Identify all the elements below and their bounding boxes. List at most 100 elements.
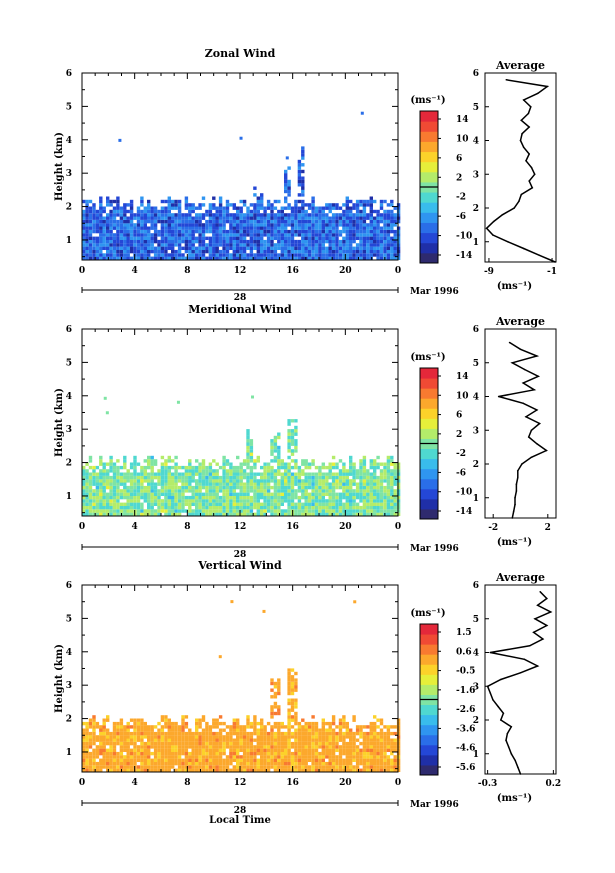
heatmap-cell bbox=[246, 745, 250, 749]
heatmap-cell bbox=[352, 239, 356, 244]
heatmap-cell bbox=[280, 239, 284, 244]
heatmap-cell bbox=[215, 509, 219, 513]
y-tick-label: 4 bbox=[66, 392, 72, 402]
heatmap-cell bbox=[345, 499, 349, 503]
heatmap-cell bbox=[294, 223, 298, 227]
heatmap-cell bbox=[157, 758, 161, 762]
heatmap-cell bbox=[287, 229, 291, 234]
heatmap-cell bbox=[191, 755, 195, 759]
heatmap-cell bbox=[270, 209, 274, 214]
heatmap-cell bbox=[325, 502, 329, 506]
heatmap-cell bbox=[318, 741, 322, 746]
heatmap-cell bbox=[325, 489, 329, 493]
heatmap-cell bbox=[164, 253, 168, 257]
heatmap-cell bbox=[311, 741, 315, 746]
heatmap-cell bbox=[373, 741, 377, 746]
heatmap-cell bbox=[181, 745, 185, 749]
heatmap-cell bbox=[212, 731, 216, 736]
heatmap-cell bbox=[256, 745, 260, 749]
heatmap-cell bbox=[177, 748, 182, 752]
heatmap-cells bbox=[82, 600, 401, 772]
heatmap-cell bbox=[284, 199, 288, 204]
heatmap-cell bbox=[116, 256, 120, 260]
heatmap-cell bbox=[335, 725, 339, 729]
heatmap-cell bbox=[369, 721, 373, 726]
heatmap-cell bbox=[335, 226, 339, 230]
heatmap-cell bbox=[256, 751, 260, 756]
heatmap-cell bbox=[396, 499, 401, 503]
heatmap-cell bbox=[335, 219, 339, 224]
heatmap-cell bbox=[232, 226, 236, 230]
heatmap-cell bbox=[112, 761, 117, 766]
heatmap-cell bbox=[171, 226, 175, 230]
heatmap-cell bbox=[307, 495, 312, 500]
heatmap-cell bbox=[342, 768, 346, 772]
heatmap-cell bbox=[301, 748, 305, 752]
heatmap-cell bbox=[147, 728, 151, 732]
heatmap-cell bbox=[355, 233, 360, 237]
heatmap-cell bbox=[102, 256, 106, 260]
heatmap-cell bbox=[307, 249, 312, 254]
heatmap-cell bbox=[280, 731, 284, 736]
heatmap-cell bbox=[92, 489, 96, 493]
heatmap-cell bbox=[246, 229, 250, 234]
heatmap-cell bbox=[287, 708, 291, 712]
heatmap-cell bbox=[167, 728, 171, 732]
heatmap-cell bbox=[325, 229, 329, 234]
heatmap-cell bbox=[195, 253, 199, 257]
heatmap-cell bbox=[307, 502, 312, 506]
heatmap-cell bbox=[140, 229, 144, 234]
heatmap-cell bbox=[301, 761, 305, 766]
heatmap-cell bbox=[184, 469, 189, 473]
heatmap-cell bbox=[198, 745, 202, 749]
heatmap-cell bbox=[215, 236, 219, 240]
heatmap-cell bbox=[304, 741, 308, 746]
colorbar-swatch bbox=[420, 458, 438, 470]
heatmap-cell bbox=[311, 489, 315, 493]
heatmap-cell bbox=[225, 758, 230, 762]
heatmap-cell bbox=[260, 735, 264, 739]
heatmap-cell bbox=[126, 469, 130, 473]
heatmap-cell bbox=[164, 236, 168, 240]
heatmap-cell bbox=[379, 755, 384, 759]
heatmap-cell bbox=[232, 728, 236, 732]
heatmap-cell bbox=[222, 745, 226, 749]
heatmap-cell bbox=[294, 429, 298, 433]
x-tick-label: 8 bbox=[184, 266, 190, 276]
heatmap-cell bbox=[88, 223, 93, 227]
heatmap-cell bbox=[369, 249, 373, 254]
heatmap-cell bbox=[85, 728, 89, 732]
heatmap-cell bbox=[345, 761, 349, 766]
heatmap-cell bbox=[301, 206, 305, 210]
heatmap-cell bbox=[123, 728, 127, 732]
heatmap-cell bbox=[280, 765, 284, 769]
heatmap-cell bbox=[164, 256, 168, 260]
heatmap-cell bbox=[106, 485, 110, 490]
heatmap-cell bbox=[188, 223, 192, 227]
heatmap-cell bbox=[140, 239, 144, 244]
heatmap-cell bbox=[379, 469, 384, 473]
heatmap-cell bbox=[287, 186, 291, 190]
heatmap-cell bbox=[349, 459, 353, 463]
heatmap-cell bbox=[266, 738, 271, 742]
heatmap-cell bbox=[140, 718, 144, 722]
heatmap-cell bbox=[150, 479, 154, 483]
heatmap-cell bbox=[260, 482, 264, 486]
heatmap-cell bbox=[352, 203, 356, 207]
profile-point bbox=[513, 207, 515, 209]
heatmap-cell bbox=[318, 499, 322, 503]
heatmap-cell bbox=[280, 502, 284, 506]
heatmap-cell bbox=[177, 755, 182, 759]
heatmap-cell bbox=[349, 206, 353, 210]
heatmap-cell bbox=[311, 502, 315, 506]
heatmap-cell bbox=[171, 512, 175, 516]
heatmap-cell bbox=[88, 226, 93, 230]
heatmap-cell bbox=[191, 479, 195, 483]
heatmap-cell bbox=[116, 761, 120, 766]
heatmap-cell bbox=[143, 206, 147, 210]
heatmap-cell bbox=[126, 243, 130, 247]
heatmap-cell bbox=[177, 213, 182, 217]
heatmap-cell bbox=[294, 472, 298, 476]
heatmap-cell bbox=[106, 479, 110, 483]
heatmap-cell bbox=[109, 731, 113, 736]
